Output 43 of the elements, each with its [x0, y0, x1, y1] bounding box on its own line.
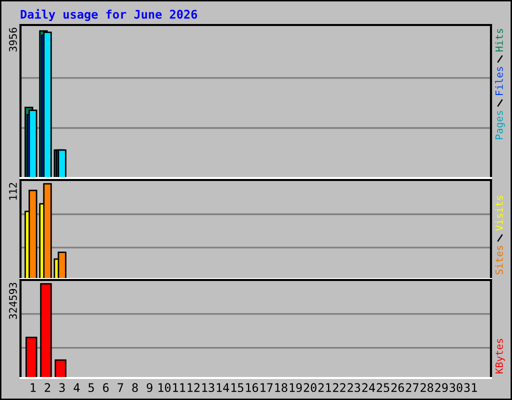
x-tick-label: 8: [132, 383, 138, 392]
text: 112: [9, 182, 17, 200]
text: Hits: [495, 28, 503, 52]
x-tick-label: 24: [362, 383, 375, 392]
x-tick-label: 10: [158, 383, 171, 392]
text: Visits: [495, 196, 503, 231]
x-tick-label: 17: [260, 383, 273, 392]
x-tick-label: 4: [74, 383, 80, 392]
x-tick-label: 2: [44, 383, 50, 392]
x-tick-label: 13: [202, 383, 214, 392]
x-tick-label: 22: [333, 383, 346, 392]
x-tick-label: 1: [30, 383, 36, 392]
x-tick-label: 29: [435, 383, 448, 392]
x-tick-label: 26: [391, 383, 404, 392]
text: 3956: [9, 28, 17, 52]
bar: [43, 32, 52, 178]
x-tick-label: 28: [420, 383, 434, 392]
x-tick-label: 16: [246, 383, 258, 392]
x-tick-label: 14: [216, 383, 230, 392]
legend-label: Files: [495, 66, 503, 95]
x-tick-label: 18: [275, 383, 288, 392]
x-tick-label: 30: [450, 383, 462, 392]
x-tick-label: 3: [59, 383, 65, 392]
legend-label: Sites: [495, 246, 503, 274]
x-tick-label: 7: [118, 383, 124, 392]
x-tick-label: 9: [146, 383, 152, 392]
x-tick-label: 21: [318, 383, 331, 392]
x-tick-label: 15: [231, 383, 244, 392]
text: 324593: [9, 282, 17, 320]
bar: [28, 110, 38, 178]
text: KBytes: [495, 338, 505, 374]
x-tick-label: 12: [188, 383, 200, 392]
x-tick-label: 23: [348, 383, 360, 392]
x-tick-label: 6: [103, 383, 109, 392]
x-tick-label: 19: [290, 383, 302, 392]
x-tick-label: 27: [406, 383, 418, 392]
legend-label: Pages: [495, 110, 505, 140]
chart-title: Daily usage for June 2026: [20, 8, 198, 22]
x-tick-label: 31: [464, 383, 477, 392]
x-tick-label: 20: [304, 383, 316, 392]
x-tick-label: 11: [173, 383, 186, 392]
x-tick-label: 25: [376, 383, 390, 392]
x-tick-label: 5: [88, 383, 94, 392]
